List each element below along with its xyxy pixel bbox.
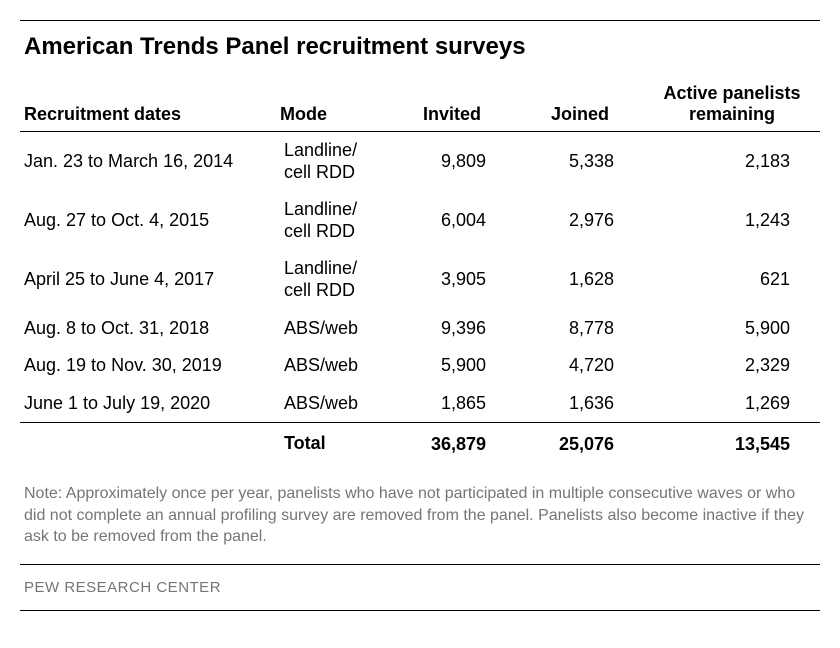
cell-mode: ABS/web <box>276 385 388 423</box>
total-empty <box>20 423 276 469</box>
header-mode: Mode <box>276 77 388 132</box>
total-invited: 36,879 <box>388 423 516 469</box>
cell-active: 5,900 <box>644 310 820 348</box>
table-row: Aug. 19 to Nov. 30, 2019 ABS/web 5,900 4… <box>20 347 820 385</box>
cell-joined: 4,720 <box>516 347 644 385</box>
cell-invited: 9,809 <box>388 132 516 192</box>
table-row: June 1 to July 19, 2020 ABS/web 1,865 1,… <box>20 385 820 423</box>
cell-dates: Aug. 8 to Oct. 31, 2018 <box>20 310 276 348</box>
cell-invited: 9,396 <box>388 310 516 348</box>
cell-invited: 3,905 <box>388 250 516 309</box>
header-active: Active panelists remaining <box>644 77 820 132</box>
cell-invited: 6,004 <box>388 191 516 250</box>
cell-joined: 2,976 <box>516 191 644 250</box>
total-joined: 25,076 <box>516 423 644 469</box>
table-row: Aug. 8 to Oct. 31, 2018 ABS/web 9,396 8,… <box>20 310 820 348</box>
cell-dates: April 25 to June 4, 2017 <box>20 250 276 309</box>
cell-dates: June 1 to July 19, 2020 <box>20 385 276 423</box>
cell-joined: 8,778 <box>516 310 644 348</box>
header-joined: Joined <box>516 77 644 132</box>
cell-active: 2,183 <box>644 132 820 192</box>
total-active: 13,545 <box>644 423 820 469</box>
cell-mode: ABS/web <box>276 310 388 348</box>
cell-dates: Aug. 27 to Oct. 4, 2015 <box>20 191 276 250</box>
source-attribution: PEW RESEARCH CENTER <box>20 565 820 610</box>
cell-joined: 1,628 <box>516 250 644 309</box>
header-invited: Invited <box>388 77 516 132</box>
cell-joined: 5,338 <box>516 132 644 192</box>
cell-mode: ABS/web <box>276 347 388 385</box>
cell-invited: 5,900 <box>388 347 516 385</box>
cell-joined: 1,636 <box>516 385 644 423</box>
table-row: Aug. 27 to Oct. 4, 2015 Landline/ cell R… <box>20 191 820 250</box>
cell-invited: 1,865 <box>388 385 516 423</box>
total-label: Total <box>276 423 388 469</box>
cell-dates: Jan. 23 to March 16, 2014 <box>20 132 276 192</box>
header-dates: Recruitment dates <box>20 77 276 132</box>
table-total-row: Total 36,879 25,076 13,545 <box>20 423 820 469</box>
footnote: Note: Approximately once per year, panel… <box>20 469 820 565</box>
cell-dates: Aug. 19 to Nov. 30, 2019 <box>20 347 276 385</box>
cell-mode: Landline/ cell RDD <box>276 132 388 192</box>
recruitment-table: Recruitment dates Mode Invited Joined Ac… <box>20 77 820 469</box>
cell-active: 1,269 <box>644 385 820 423</box>
cell-active: 1,243 <box>644 191 820 250</box>
page-title: American Trends Panel recruitment survey… <box>20 33 820 61</box>
cell-active: 621 <box>644 250 820 309</box>
table-container: American Trends Panel recruitment survey… <box>20 20 820 611</box>
cell-mode: Landline/ cell RDD <box>276 191 388 250</box>
cell-mode: Landline/ cell RDD <box>276 250 388 309</box>
cell-active: 2,329 <box>644 347 820 385</box>
table-row: Jan. 23 to March 16, 2014 Landline/ cell… <box>20 132 820 192</box>
table-header-row: Recruitment dates Mode Invited Joined Ac… <box>20 77 820 132</box>
table-row: April 25 to June 4, 2017 Landline/ cell … <box>20 250 820 309</box>
